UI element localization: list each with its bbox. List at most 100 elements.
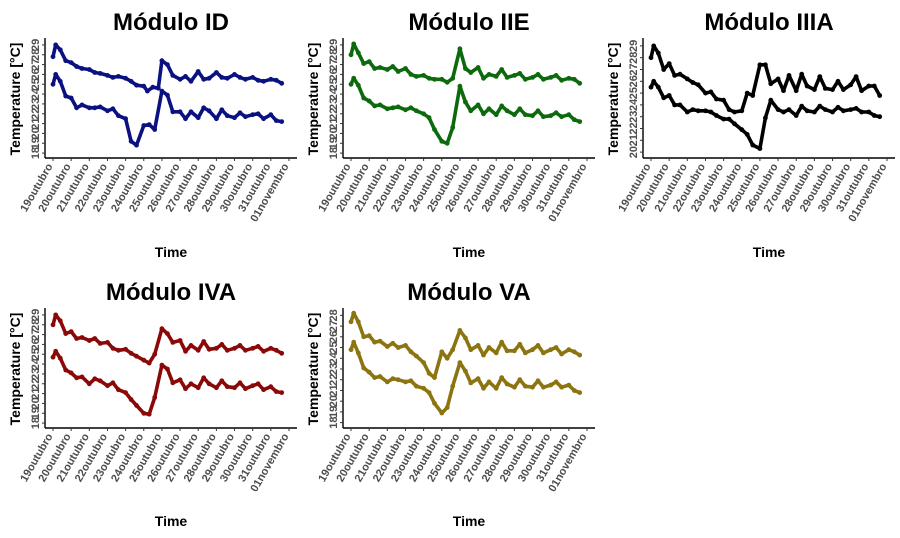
y-tick-label: 21 <box>628 134 640 146</box>
data-point <box>361 95 367 101</box>
data-point <box>170 73 176 78</box>
data-point <box>468 70 474 75</box>
data-point <box>726 116 732 122</box>
data-point <box>116 387 121 393</box>
data-point <box>672 73 677 78</box>
data-point <box>499 375 505 380</box>
data-point <box>577 80 583 86</box>
data-point <box>155 85 161 91</box>
data-point <box>481 75 486 81</box>
y-tick-label: 21 <box>328 117 340 129</box>
data-point <box>450 125 456 130</box>
y-tick-label: 28 <box>30 49 42 61</box>
data-point <box>817 103 823 109</box>
data-series <box>348 41 583 86</box>
data-point <box>530 347 535 353</box>
data-point <box>703 108 708 114</box>
data-point <box>571 117 577 123</box>
data-point <box>804 83 810 89</box>
data-point <box>695 108 701 114</box>
data-point <box>165 92 170 98</box>
y-tick-label: 26 <box>628 75 640 87</box>
data-point <box>79 374 85 380</box>
y-tick-label: 28 <box>328 309 340 321</box>
data-point <box>848 82 854 88</box>
series-line <box>349 76 582 146</box>
data-point <box>110 380 116 386</box>
data-point <box>232 72 237 77</box>
data-point <box>206 381 212 387</box>
data-point <box>432 375 437 380</box>
data-point <box>68 329 74 334</box>
data-point <box>468 108 474 114</box>
data-point <box>86 67 92 72</box>
data-point <box>97 378 103 384</box>
data-point <box>463 99 468 105</box>
data-point <box>390 376 396 382</box>
data-point <box>92 376 98 382</box>
data-point <box>763 62 768 68</box>
data-point <box>835 104 841 110</box>
data-point <box>684 76 690 82</box>
data-point <box>279 80 285 86</box>
data-point <box>201 339 207 344</box>
data-point <box>535 378 541 384</box>
data-point <box>50 54 56 60</box>
data-point <box>123 116 128 122</box>
data-point <box>261 387 266 393</box>
data-point <box>250 383 256 389</box>
data-point <box>414 108 419 114</box>
data-point <box>775 76 781 82</box>
data-point <box>530 384 535 390</box>
data-point <box>655 50 661 56</box>
data-point <box>553 110 559 116</box>
data-point <box>541 76 546 82</box>
y-tick-label: 22 <box>30 378 42 390</box>
data-point <box>128 78 134 84</box>
x-axis-title: Time <box>453 244 486 260</box>
y-tick-label: 19 <box>30 407 42 419</box>
data-point <box>444 355 450 361</box>
data-point <box>426 75 432 81</box>
y-tick-label: 26 <box>30 338 42 350</box>
data-point <box>351 339 357 345</box>
data-point <box>522 76 528 82</box>
data-point <box>255 381 261 387</box>
data-point <box>206 346 212 352</box>
data-point <box>493 74 499 79</box>
data-point <box>237 343 243 348</box>
data-point <box>255 111 261 117</box>
data-point <box>848 107 854 112</box>
data-point <box>243 114 248 120</box>
data-point <box>421 385 426 391</box>
y-tick-label: 24 <box>328 87 340 100</box>
data-point <box>188 109 194 115</box>
data-point <box>499 339 505 345</box>
data-point <box>548 75 554 80</box>
data-point <box>50 322 56 328</box>
data-point <box>57 78 63 84</box>
data-point <box>183 116 188 122</box>
data-point <box>732 109 737 115</box>
data-point <box>372 375 377 380</box>
data-point <box>355 350 361 356</box>
data-point <box>206 108 212 114</box>
data-point <box>268 384 274 390</box>
data-point <box>53 312 59 318</box>
data-point <box>255 77 261 83</box>
data-point <box>237 110 243 116</box>
data-point <box>255 344 261 349</box>
data-point <box>432 400 437 406</box>
chart-title: Módulo ID <box>113 9 229 36</box>
data-point <box>177 109 183 115</box>
data-point <box>68 60 74 65</box>
data-point <box>714 96 719 102</box>
data-point <box>348 52 354 58</box>
data-point <box>559 77 564 83</box>
data-point <box>141 357 147 363</box>
data-point <box>92 336 98 341</box>
data-point <box>224 113 230 119</box>
data-point <box>571 76 577 82</box>
data-point <box>877 114 883 120</box>
data-point <box>793 88 799 94</box>
